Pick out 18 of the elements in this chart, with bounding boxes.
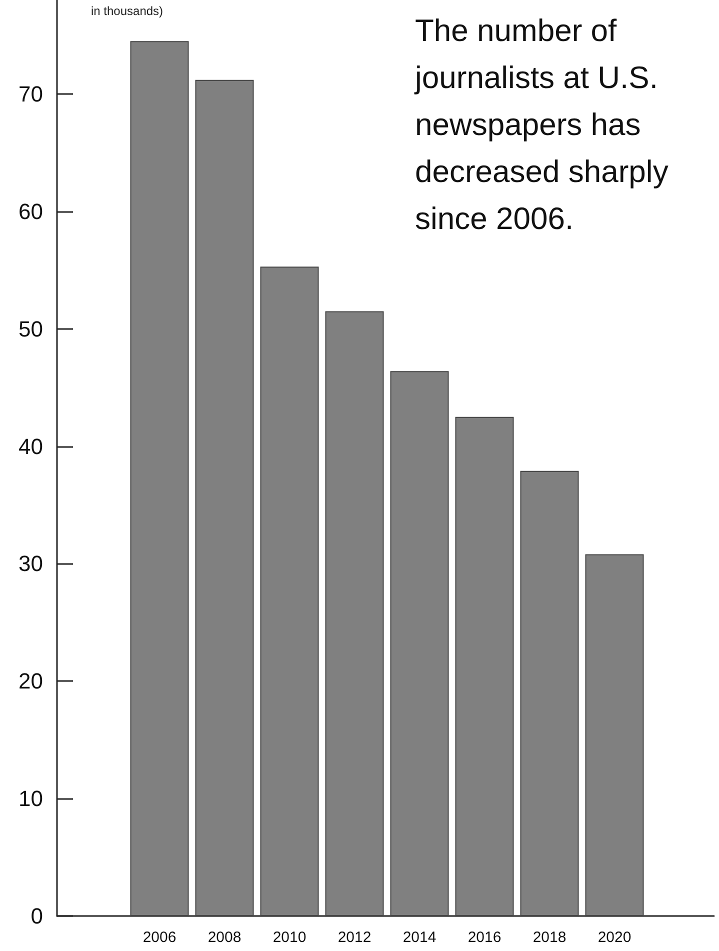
y-tick-label: 70 xyxy=(18,81,43,106)
y-tick-label: 60 xyxy=(18,198,43,224)
y-tick-label: 50 xyxy=(18,316,43,342)
y-tick-label: 30 xyxy=(18,551,43,576)
text: The number of journalists at U.S. newspapers has decreased sharply since 2006. xyxy=(414,13,677,236)
x-tick-label: 2010 xyxy=(272,929,306,946)
y-tick-label: 0 xyxy=(30,904,43,928)
x-tick-label: 2012 xyxy=(338,929,372,946)
x-tick-label: 2006 xyxy=(142,929,176,946)
x-tick-label: 2014 xyxy=(402,929,436,946)
y-tick-label: 40 xyxy=(18,434,43,459)
y-tick-label: 20 xyxy=(18,668,43,694)
x-tick-label: 2008 xyxy=(208,929,242,946)
x-tick-label: 2020 xyxy=(598,929,632,946)
y-axis-title: in thousands) xyxy=(91,4,164,18)
x-tick-label: 2016 xyxy=(468,929,502,946)
x-tick-label: 2018 xyxy=(532,929,566,946)
y-tick-label: 10 xyxy=(18,786,43,812)
